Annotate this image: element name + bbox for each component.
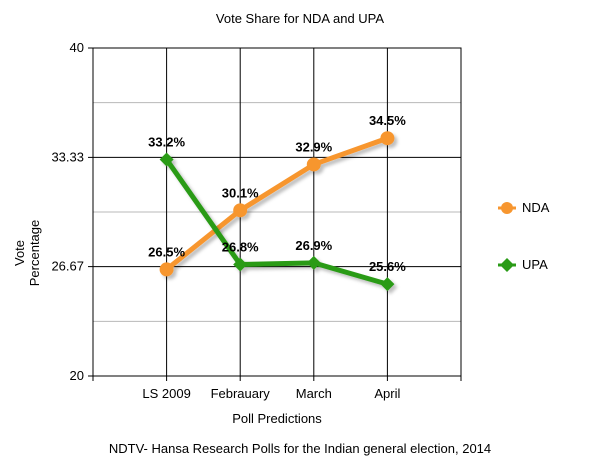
data-label-nda: 26.5% [148,244,185,259]
data-label-upa: 25.6% [369,259,406,274]
data-point-nda [159,262,174,277]
legend-item-nda: NDA [498,200,549,215]
series-line-nda [164,135,390,272]
data-labels-layer: 26.5% 30.1% 32.9% 34.5% 33.2% 26.8% 26.9% 25.6% [148,113,406,274]
legend-upa-marker-icon [498,257,516,272]
x-tick-label: March [296,386,332,401]
legend-nda-marker-icon [498,201,516,214]
chart-axes: 20 26.67 33.33 40 LS 2009 Febrauary March April [51,40,462,401]
y-axis-label: Vote Percentage [12,218,42,288]
chart-grid [93,47,461,377]
data-label-upa: 33.2% [148,135,185,150]
x-tick-label: LS 2009 [142,386,190,401]
legend-nda-label: NDA [522,200,550,215]
x-tick-label: April [374,386,400,401]
series-nda [159,131,395,277]
data-point-upa [159,152,174,167]
data-point-nda [380,131,395,146]
chart-title: Vote Share for NDA and UPA [215,11,385,26]
data-label-nda: 34.5% [369,113,406,128]
series-layer [159,131,395,292]
y-axis-label-line-1: Vote [12,239,27,267]
series-upa [159,152,395,292]
data-point-nda [306,157,321,172]
legend-upa-label: UPA [522,257,548,272]
data-label-nda: 32.9% [295,139,332,154]
series-line-upa [164,157,390,287]
chart-caption: NDTV- Hansa Research Polls for the India… [108,441,492,456]
plot-frame [92,47,462,377]
data-point-upa [306,255,321,270]
y-tick-label: 33.33 [51,149,84,164]
data-label-upa: 26.9% [295,238,332,253]
y-tick-label: 26.67 [51,259,84,274]
data-point-upa [233,257,248,272]
legend-item-upa: UPA [498,257,548,272]
x-axis-label: Poll Predictions [232,411,322,426]
x-tick-label: Febrauary [211,386,271,401]
y-tick-label: 20 [70,368,84,383]
data-point-upa [380,277,395,292]
data-label-upa: 26.8% [222,239,259,254]
y-tick-label: 40 [70,40,84,55]
data-point-nda [233,203,248,218]
y-axis-label-line-2: Percentage [27,219,42,287]
data-label-nda: 30.1% [222,185,259,200]
